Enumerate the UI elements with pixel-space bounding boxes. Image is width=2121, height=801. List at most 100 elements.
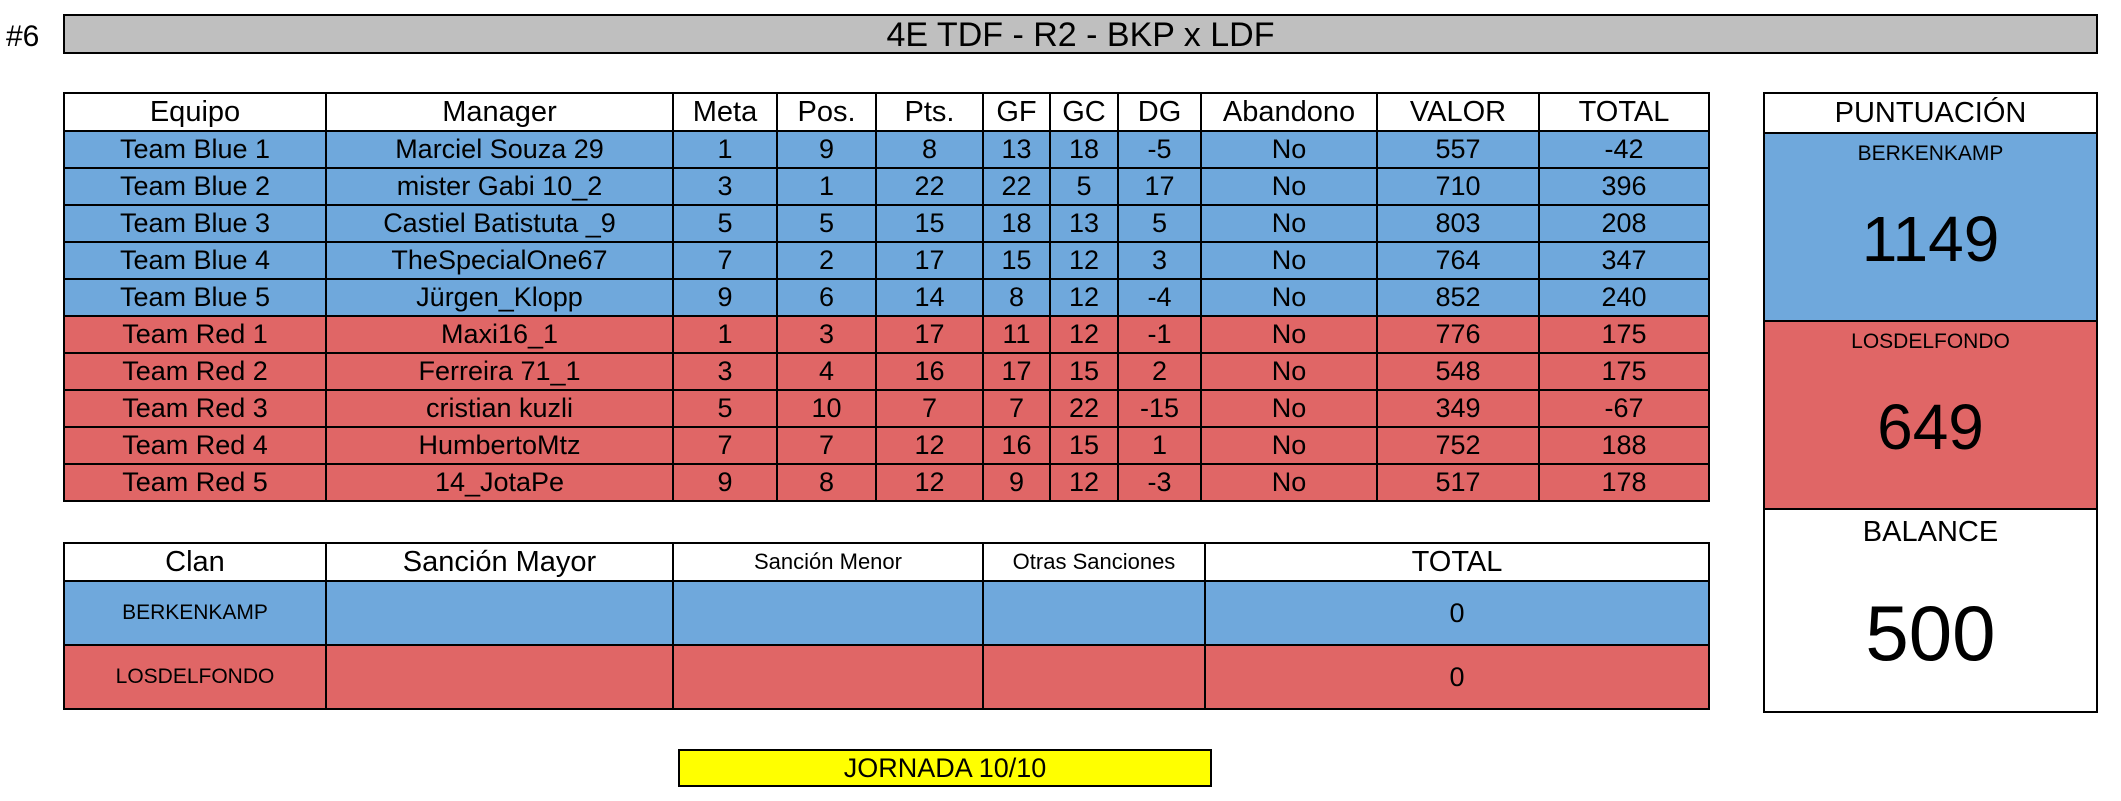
meta-cell: 5 [672,204,778,243]
col-manager: Manager [325,92,674,132]
col-clan: Clan [63,542,327,582]
team-cell: Team Red 5 [63,463,327,502]
col-total: TOTAL [1538,92,1710,132]
meta-cell: 7 [672,426,778,465]
clan2-score: 649 [1877,391,1984,463]
manager-cell: Jürgen_Klopp [325,278,674,317]
col-equipo: Equipo [63,92,327,132]
pos-cell: 9 [776,130,877,169]
manager-cell: mister Gabi 10_2 [325,167,674,206]
sanctions-header-row: Clan Sanción Mayor Sanción Menor Otras S… [63,542,1710,582]
page-title: 4E TDF - R2 - BKP x LDF [63,14,2098,54]
valor-cell: 557 [1376,130,1540,169]
pos-cell: 4 [776,352,877,391]
jornada-banner: JORNADA 10/10 [678,749,1212,787]
manager-cell: TheSpecialOne67 [325,241,674,280]
team-cell: Team Blue 2 [63,167,327,206]
abandono-cell: No [1200,130,1378,169]
dg-cell: -4 [1117,278,1202,317]
table-row: Team Blue 2 mister Gabi 10_2 3 1 22 22 5 17 No 71… [63,167,1710,206]
meta-cell: 7 [672,241,778,280]
gc-cell: 15 [1049,426,1119,465]
col-pts: Pts. [875,92,984,132]
sancion-mayor-cell [325,580,674,646]
table-row: Team Red 2 Ferreira 71_1 3 4 16 17 15 2 No 548 175 [63,352,1710,391]
pos-cell: 5 [776,204,877,243]
sancion-menor-cell [672,644,984,710]
abandono-cell: No [1200,426,1378,465]
table-row: LOSDELFONDO 0 [63,644,1710,710]
pos-cell: 1 [776,167,877,206]
valor-cell: 776 [1376,315,1540,354]
col-sancion-menor: Sanción Menor [672,542,984,582]
team-cell: Team Red 1 [63,315,327,354]
total-cell: 175 [1538,352,1710,391]
gf-cell: 9 [982,463,1051,502]
abandono-cell: No [1200,204,1378,243]
dg-cell: -1 [1117,315,1202,354]
pts-cell: 8 [875,130,984,169]
clan-cell: BERKENKAMP [63,580,327,646]
gc-cell: 12 [1049,241,1119,280]
gf-cell: 13 [982,130,1051,169]
gf-cell: 11 [982,315,1051,354]
pos-cell: 8 [776,463,877,502]
gc-cell: 18 [1049,130,1119,169]
dg-cell: 17 [1117,167,1202,206]
manager-cell: cristian kuzli [325,389,674,428]
meta-cell: 1 [672,315,778,354]
total-cell: 175 [1538,315,1710,354]
score-panel: PUNTUACIÓN BERKENKAMP 1149 LOSDELFONDO 6… [1763,92,2098,713]
balance-block: BALANCE 500 [1765,510,2096,701]
manager-cell: Maxi16_1 [325,315,674,354]
pts-cell: 22 [875,167,984,206]
col-otras-sanciones: Otras Sanciones [982,542,1206,582]
pos-cell: 6 [776,278,877,317]
pts-cell: 16 [875,352,984,391]
table-row: Team Blue 4 TheSpecialOne67 7 2 17 15 12 3 No 764… [63,241,1710,280]
gf-cell: 18 [982,204,1051,243]
col-pos: Pos. [776,92,877,132]
gc-cell: 12 [1049,315,1119,354]
gf-cell: 16 [982,426,1051,465]
balance-label: BALANCE [1862,516,1999,548]
gf-cell: 17 [982,352,1051,391]
meta-cell: 3 [672,352,778,391]
pts-cell: 17 [875,315,984,354]
dg-cell: 3 [1117,241,1202,280]
clan2-name: LOSDELFONDO [1851,330,2010,353]
dg-cell: -15 [1117,389,1202,428]
dg-cell: 5 [1117,204,1202,243]
valor-cell: 852 [1376,278,1540,317]
meta-cell: 3 [672,167,778,206]
dg-cell: 2 [1117,352,1202,391]
clan1-score-block: BERKENKAMP 1149 [1765,134,2096,322]
table-row: Team Red 4 HumbertoMtz 7 7 12 16 15 1 No 752 188 [63,426,1710,465]
gc-cell: 13 [1049,204,1119,243]
gf-cell: 15 [982,241,1051,280]
dg-cell: 1 [1117,426,1202,465]
table-row: Team Blue 1 Marciel Souza 29 1 9 8 13 18 -5 No 55… [63,130,1710,169]
clan2-score-block: LOSDELFONDO 649 [1765,322,2096,510]
meta-cell: 5 [672,389,778,428]
valor-cell: 803 [1376,204,1540,243]
dg-cell: -5 [1117,130,1202,169]
table-row: BERKENKAMP 0 [63,580,1710,646]
total-cell: 208 [1538,204,1710,243]
col-sancion-mayor: Sanción Mayor [325,542,674,582]
abandono-cell: No [1200,241,1378,280]
col-abandono: Abandono [1200,92,1378,132]
meta-cell: 9 [672,278,778,317]
gc-cell: 12 [1049,463,1119,502]
col-dg: DG [1117,92,1202,132]
pts-cell: 17 [875,241,984,280]
balance-value: 500 [1865,589,1996,677]
team-cell: Team Red 2 [63,352,327,391]
valor-cell: 517 [1376,463,1540,502]
team-cell: Team Red 3 [63,389,327,428]
clan1-name: BERKENKAMP [1857,142,2004,165]
total-cell: 188 [1538,426,1710,465]
table-row: Team Red 3 cristian kuzli 5 10 7 7 22 -15 No 349-… [63,389,1710,428]
results-header-row: Equipo Manager Meta Pos. Pts. GF GC DG A… [63,92,1710,132]
pts-cell: 15 [875,204,984,243]
